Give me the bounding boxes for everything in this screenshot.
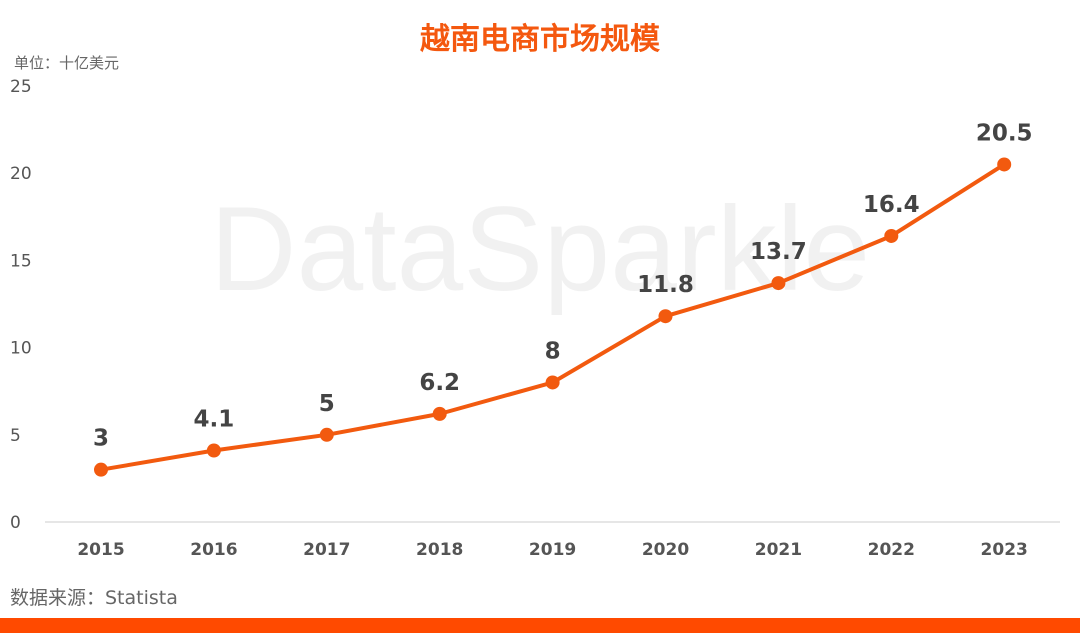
data-label: 8	[545, 338, 561, 364]
y-tick-label: 15	[10, 251, 32, 271]
x-tick-label: 2015	[77, 540, 124, 560]
y-tick-label: 0	[10, 513, 21, 533]
data-point	[94, 462, 108, 477]
x-tick-label: 2016	[190, 540, 237, 560]
x-tick-label: 2021	[755, 540, 802, 560]
source-note: 数据来源：Statista	[10, 587, 178, 609]
unit-label: 单位：十亿美元	[14, 54, 120, 72]
data-point	[997, 157, 1012, 172]
data-point	[545, 375, 560, 390]
data-point	[771, 276, 786, 291]
data-point	[206, 443, 221, 458]
data-label: 5	[319, 391, 335, 417]
x-tick-label: 2020	[642, 540, 689, 560]
y-tick-label: 5	[10, 426, 21, 446]
x-tick-label: 2018	[416, 540, 463, 560]
y-tick-label: 20	[10, 164, 32, 184]
data-label: 13.7	[750, 239, 807, 265]
data-point	[319, 427, 334, 442]
x-tick-label: 2017	[303, 540, 350, 560]
data-label: 6.2	[419, 370, 460, 396]
data-label: 11.8	[637, 272, 694, 298]
data-label: 3	[93, 426, 109, 452]
y-tick-label: 10	[10, 339, 32, 359]
data-label: 4.1	[194, 406, 235, 432]
x-tick-label: 2023	[981, 540, 1028, 560]
chart-title: 越南电商市场规模	[420, 22, 660, 57]
data-label: 20.5	[976, 120, 1033, 146]
x-tick-label: 2022	[868, 540, 915, 560]
watermark-logo: DataSparkle	[210, 182, 870, 316]
data-label: 16.4	[863, 192, 920, 218]
data-point	[658, 309, 673, 324]
bottom-bar	[0, 618, 1080, 633]
x-tick-label: 2019	[529, 540, 576, 560]
data-point	[432, 406, 447, 421]
y-tick-label: 25	[10, 77, 32, 97]
data-point	[884, 228, 899, 243]
